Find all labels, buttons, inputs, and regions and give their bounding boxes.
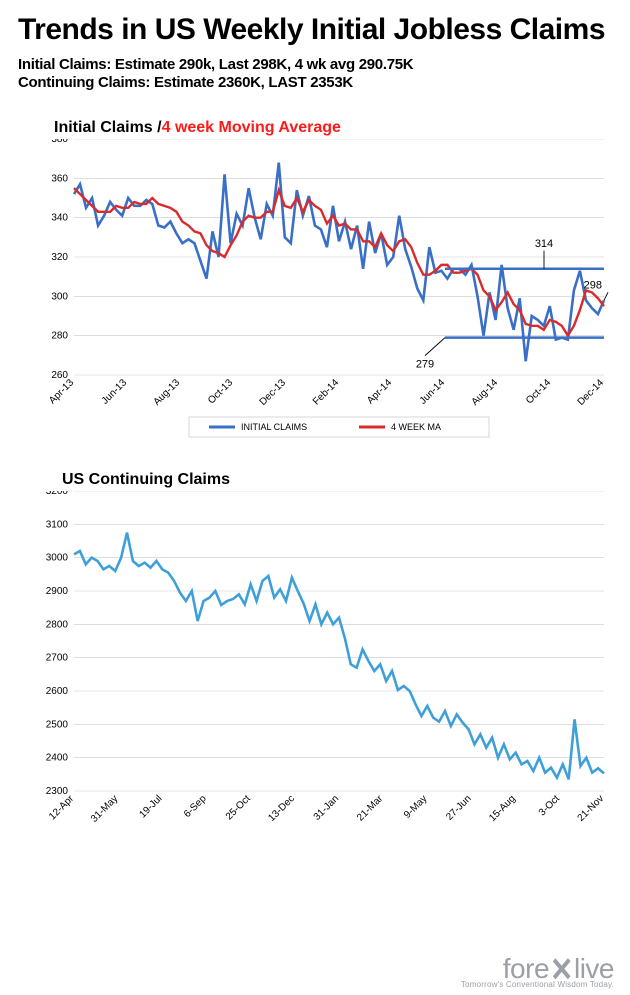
chart1-series-initial-claims — [74, 163, 604, 362]
chart1-xtick: Feb-14 — [311, 377, 341, 407]
chart2-ytick: 3000 — [46, 553, 69, 564]
chart2-ytick: 2700 — [46, 653, 69, 664]
chart2-ytick: 2800 — [46, 619, 69, 630]
chart1-xtick: Dec-14 — [576, 377, 607, 408]
chart1-ytick: 280 — [51, 331, 68, 342]
chart2-ytick: 3200 — [46, 491, 69, 497]
chart1-title-black: Initial Claims / — [54, 119, 162, 136]
chart2-xtick: 21-Mar — [355, 793, 386, 824]
chart1-annotation-lower-label: 279 — [416, 359, 434, 371]
chart1-annotation-upper-label: 314 — [535, 238, 553, 250]
chart1-xtick: Oct-14 — [524, 377, 553, 406]
chart1-xtick: Aug-14 — [470, 377, 501, 408]
chart2-container: 2300240025002600270028002900300031003200… — [18, 491, 612, 851]
chart1-title-red: 4 week Moving Average — [162, 119, 341, 136]
logo-x-icon: ✕ — [549, 953, 574, 987]
chart2-title: US Continuing Claims — [62, 471, 612, 489]
chart1-xtick: Apr-13 — [47, 377, 76, 406]
subtitle-line-2: Continuing Claims: Estimate 2360K, LAST … — [18, 74, 612, 93]
chart1-ytick: 360 — [51, 173, 68, 184]
chart2-ytick: 2600 — [46, 686, 69, 697]
chart2-xtick: 31-Jan — [312, 793, 341, 822]
page-root: Trends in US Weekly Initial Jobless Clai… — [0, 0, 630, 995]
chart1-xtick: Dec-13 — [258, 377, 289, 408]
chart1-ytick: 380 — [51, 139, 68, 145]
chart1-ytick: 340 — [51, 213, 68, 224]
chart2-series-continuing-claims — [74, 533, 604, 780]
chart1-svg: 260280300320340360380Apr-13Jun-13Aug-13O… — [18, 139, 618, 459]
chart1-xtick: Jun-14 — [418, 377, 448, 407]
chart2-xtick: 6-Sep — [182, 793, 209, 820]
chart2-xtick: 9-May — [402, 793, 429, 820]
chart2-xtick: 3-Oct — [537, 793, 562, 818]
chart1-ytick: 300 — [51, 291, 68, 302]
footer-logo: fore✕live Tomorrow's Conventional Wisdom… — [461, 955, 614, 989]
chart1-container: 260280300320340360380Apr-13Jun-13Aug-13O… — [18, 139, 612, 459]
subtitle-line-1: Initial Claims: Estimate 290k, Last 298K… — [18, 56, 612, 75]
chart1-xtick: Jun-13 — [100, 377, 130, 407]
chart1-annotation-last-label: 298 — [584, 279, 602, 291]
chart1-legend-label: 4 WEEK MA — [391, 422, 441, 432]
chart1-xtick: Aug-13 — [152, 377, 183, 408]
chart2-ytick: 3100 — [46, 519, 69, 530]
chart2-ytick: 2500 — [46, 719, 69, 730]
chart1-legend-label: INITIAL CLAIMS — [241, 422, 307, 432]
chart1-title: Initial Claims /4 week Moving Average — [54, 119, 612, 137]
chart2-xtick: 13-Dec — [266, 793, 297, 824]
chart2-ytick: 2900 — [46, 586, 69, 597]
subtitle-block: Initial Claims: Estimate 290k, Last 298K… — [18, 56, 612, 94]
chart2-xtick: 15-Aug — [487, 793, 518, 824]
chart2-xtick: 21-Nov — [576, 793, 607, 824]
logo-text: fore✕live — [461, 955, 614, 983]
page-title: Trends in US Weekly Initial Jobless Clai… — [18, 14, 612, 46]
chart2-xtick: 25-Oct — [224, 793, 253, 822]
chart2-ytick: 2400 — [46, 753, 69, 764]
chart2-xtick: 27-Jun — [444, 793, 473, 822]
chart2-xtick: 12-Apr — [47, 793, 76, 822]
chart2-xtick: 19-Jul — [137, 793, 164, 820]
chart1-xtick: Oct-13 — [206, 377, 235, 406]
chart1-ytick: 320 — [51, 252, 68, 263]
chart1-xtick: Apr-14 — [365, 377, 394, 406]
chart2-svg: 2300240025002600270028002900300031003200… — [18, 491, 618, 851]
chart2-xtick: 31-May — [89, 793, 120, 824]
logo-tagline: Tomorrow's Conventional Wisdom Today. — [461, 981, 614, 989]
